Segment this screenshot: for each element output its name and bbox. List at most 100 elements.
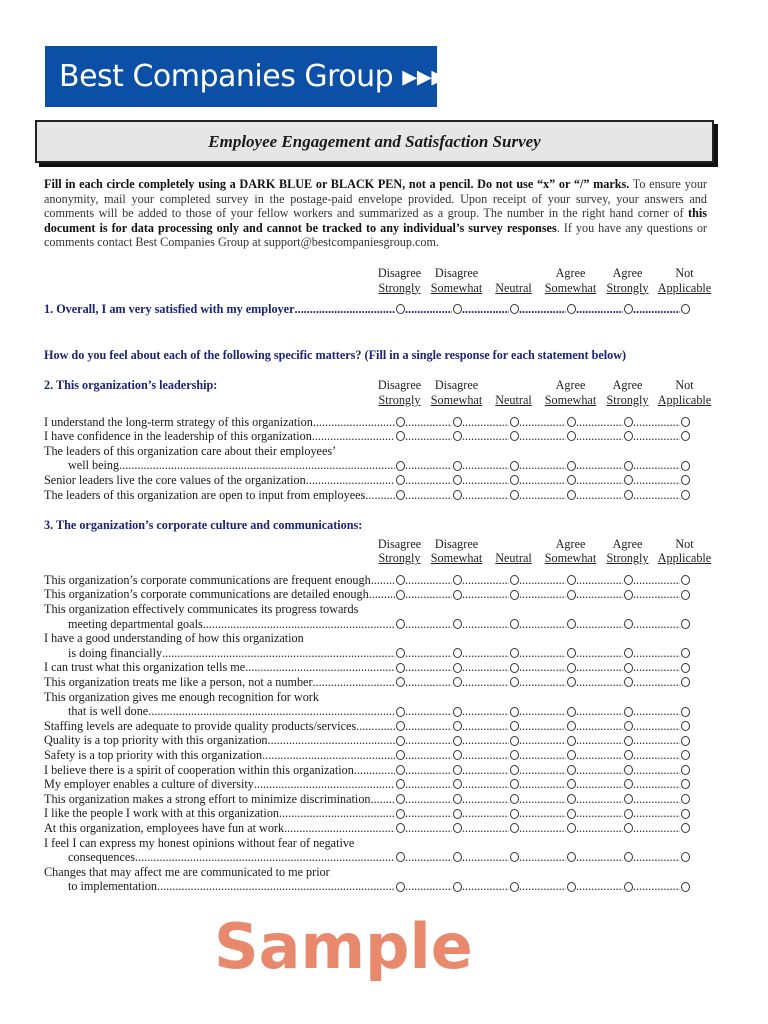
response-circle-3[interactable] xyxy=(510,431,519,442)
response-circle-6[interactable] xyxy=(681,852,690,863)
response-circle-6[interactable] xyxy=(681,489,690,500)
response-circle-2[interactable] xyxy=(453,764,462,775)
response-circle-5[interactable] xyxy=(624,475,633,486)
response-circle-4[interactable] xyxy=(567,706,576,717)
response-circle-5[interactable] xyxy=(624,721,633,732)
response-circle-2[interactable] xyxy=(453,808,462,819)
response-circle-4[interactable] xyxy=(567,677,576,688)
response-circle-4[interactable] xyxy=(567,721,576,732)
response-circle-2[interactable] xyxy=(453,460,462,471)
response-circle-3[interactable] xyxy=(510,575,519,586)
response-circle-6[interactable] xyxy=(681,460,690,471)
response-circle-4[interactable] xyxy=(567,648,576,659)
response-circle-1[interactable] xyxy=(396,852,405,863)
response-circle-5[interactable] xyxy=(624,779,633,790)
response-circle-3[interactable] xyxy=(510,779,519,790)
response-circle-3[interactable] xyxy=(510,416,519,427)
response-circle-6[interactable] xyxy=(681,794,690,805)
response-circle-1[interactable] xyxy=(396,779,405,790)
response-circle-1[interactable] xyxy=(396,618,405,629)
response-circle-2[interactable] xyxy=(453,416,462,427)
response-circle-5[interactable] xyxy=(624,677,633,688)
response-circle-4[interactable] xyxy=(567,764,576,775)
response-circle-4[interactable] xyxy=(567,589,576,600)
response-circle-6[interactable] xyxy=(681,735,690,746)
response-circle-1[interactable] xyxy=(396,489,405,500)
response-circle-5[interactable] xyxy=(624,794,633,805)
response-circle-2[interactable] xyxy=(453,750,462,761)
response-circle-2[interactable] xyxy=(453,881,462,892)
response-circle-6[interactable] xyxy=(681,648,690,659)
response-circle-3[interactable] xyxy=(510,475,519,486)
response-circle-4[interactable] xyxy=(567,475,576,486)
response-circle-3[interactable] xyxy=(510,677,519,688)
response-circle-4[interactable] xyxy=(567,881,576,892)
response-circle-3[interactable] xyxy=(510,489,519,500)
response-circle-5[interactable] xyxy=(624,823,633,834)
response-circle-3[interactable] xyxy=(510,589,519,600)
response-circle-4[interactable] xyxy=(567,431,576,442)
response-circle-1[interactable] xyxy=(396,823,405,834)
response-circle-1[interactable] xyxy=(396,648,405,659)
response-circle-1[interactable] xyxy=(396,460,405,471)
response-circle-6[interactable] xyxy=(681,779,690,790)
response-circle-1[interactable] xyxy=(396,794,405,805)
response-circle-6[interactable] xyxy=(681,431,690,442)
response-circle-6[interactable] xyxy=(681,475,690,486)
response-circle-5[interactable] xyxy=(624,881,633,892)
response-circle-5[interactable] xyxy=(624,575,633,586)
response-circle-2[interactable] xyxy=(453,735,462,746)
response-circle-5[interactable] xyxy=(624,764,633,775)
response-circle-2[interactable] xyxy=(453,575,462,586)
response-circle-1[interactable] xyxy=(396,589,405,600)
response-circle-1[interactable] xyxy=(396,808,405,819)
response-circle-6[interactable] xyxy=(681,662,690,673)
response-circle-5[interactable] xyxy=(624,808,633,819)
response-circle-2[interactable] xyxy=(453,662,462,673)
response-circle-3[interactable] xyxy=(510,764,519,775)
response-circle-2[interactable] xyxy=(453,823,462,834)
response-circle-2[interactable] xyxy=(453,721,462,732)
response-circle-6[interactable] xyxy=(681,764,690,775)
response-circle-3[interactable] xyxy=(510,662,519,673)
response-circle-6[interactable] xyxy=(681,618,690,629)
response-circle-5[interactable] xyxy=(624,431,633,442)
response-circle-1[interactable] xyxy=(396,662,405,673)
response-circle-4[interactable] xyxy=(567,618,576,629)
response-circle-3[interactable] xyxy=(510,460,519,471)
response-circle-6[interactable] xyxy=(681,589,690,600)
response-circle-2[interactable] xyxy=(453,794,462,805)
response-circle-2[interactable] xyxy=(453,677,462,688)
response-circle-5[interactable] xyxy=(624,735,633,746)
response-circle-5[interactable] xyxy=(624,618,633,629)
response-circle-6[interactable] xyxy=(681,304,690,315)
response-circle-4[interactable] xyxy=(567,794,576,805)
response-circle-3[interactable] xyxy=(510,852,519,863)
response-circle-3[interactable] xyxy=(510,808,519,819)
response-circle-4[interactable] xyxy=(567,460,576,471)
response-circle-4[interactable] xyxy=(567,750,576,761)
response-circle-4[interactable] xyxy=(567,489,576,500)
response-circle-1[interactable] xyxy=(396,575,405,586)
response-circle-4[interactable] xyxy=(567,823,576,834)
response-circle-6[interactable] xyxy=(681,575,690,586)
response-circle-5[interactable] xyxy=(624,304,633,315)
response-circle-1[interactable] xyxy=(396,475,405,486)
response-circle-3[interactable] xyxy=(510,794,519,805)
response-circle-6[interactable] xyxy=(681,750,690,761)
response-circle-2[interactable] xyxy=(453,431,462,442)
response-circle-1[interactable] xyxy=(396,431,405,442)
response-circle-2[interactable] xyxy=(453,589,462,600)
response-circle-5[interactable] xyxy=(624,460,633,471)
response-circle-3[interactable] xyxy=(510,304,519,315)
response-circle-5[interactable] xyxy=(624,750,633,761)
response-circle-3[interactable] xyxy=(510,721,519,732)
response-circle-5[interactable] xyxy=(624,852,633,863)
response-circle-4[interactable] xyxy=(567,416,576,427)
response-circle-3[interactable] xyxy=(510,823,519,834)
response-circle-3[interactable] xyxy=(510,750,519,761)
response-circle-4[interactable] xyxy=(567,575,576,586)
response-circle-6[interactable] xyxy=(681,706,690,717)
response-circle-5[interactable] xyxy=(624,706,633,717)
response-circle-3[interactable] xyxy=(510,706,519,717)
